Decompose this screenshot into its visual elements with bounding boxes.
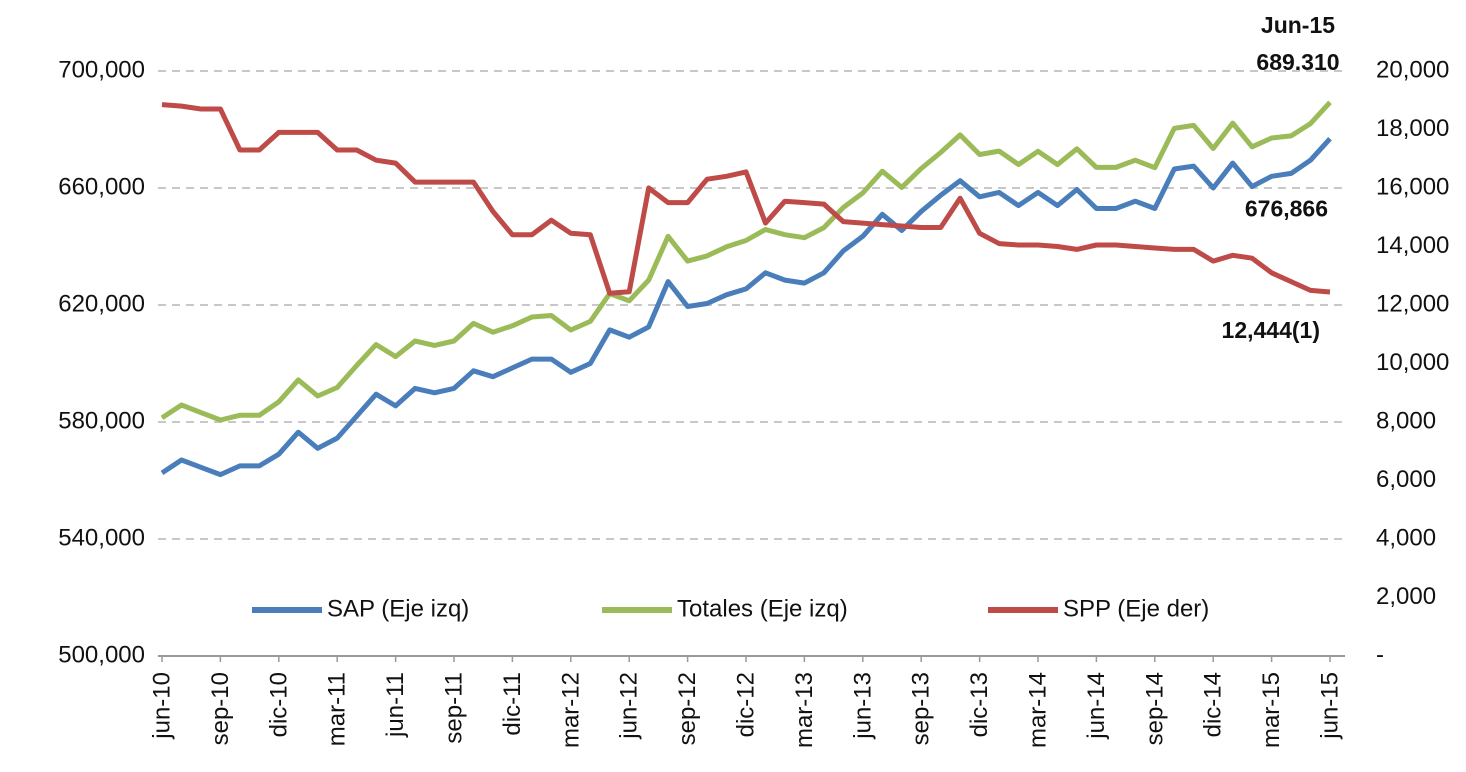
y2-tick-label: 6,000 <box>1376 466 1436 493</box>
y-tick-label: 540,000 <box>58 524 145 551</box>
annotation: Jun-15 <box>1261 12 1335 38</box>
x-tick-label: mar-12 <box>557 672 584 748</box>
legend-label: SAP (Eje izq) <box>327 595 469 622</box>
x-tick-label: mar-14 <box>1025 672 1052 748</box>
y2-tick-label: 14,000 <box>1376 232 1449 259</box>
y-tick-label: 660,000 <box>58 173 145 200</box>
y2-tick-label: 4,000 <box>1376 524 1436 551</box>
y2-tick-label: - <box>1376 641 1384 668</box>
x-tick-label: dic-10 <box>265 672 292 737</box>
y2-tick-label: 2,000 <box>1376 583 1436 610</box>
x-tick-label: dic-11 <box>499 672 526 736</box>
x-tick-label: jun-12 <box>616 672 643 740</box>
y-tick-label: 700,000 <box>58 56 145 83</box>
y2-tick-label: 12,000 <box>1376 290 1449 317</box>
x-tick-label: dic-14 <box>1200 672 1227 737</box>
x-tick-label: jun-14 <box>1083 672 1110 740</box>
x-tick-label: jun-13 <box>849 672 876 740</box>
legend-label: SPP (Eje der) <box>1063 595 1209 622</box>
data-label: 689.310 <box>1256 49 1339 75</box>
x-tick-label: dic-13 <box>966 672 993 737</box>
line-series <box>160 100 1332 423</box>
data-label: 12,444(1) <box>1222 317 1320 343</box>
x-tick-label: sep-12 <box>674 672 701 745</box>
x-tick-label: mar-11 <box>324 672 351 746</box>
y2-tick-label: 18,000 <box>1376 115 1449 142</box>
y-tick-label: 580,000 <box>58 407 145 434</box>
y2-tick-label: 16,000 <box>1376 173 1449 200</box>
y2-tick-label: 8,000 <box>1376 407 1436 434</box>
data-label: 676,866 <box>1245 196 1328 222</box>
x-tick-label: jun-10 <box>149 672 176 740</box>
x-tick-label: sep-14 <box>1141 672 1168 745</box>
x-tick-label: sep-13 <box>908 672 935 745</box>
legend-label: Totales (Eje izq) <box>677 595 848 622</box>
x-tick-label: mar-13 <box>791 672 818 748</box>
y2-tick-label: 20,000 <box>1376 56 1449 83</box>
x-tick-label: sep-11 <box>441 672 468 744</box>
y-tick-label: 620,000 <box>58 290 145 317</box>
x-tick-label: mar-15 <box>1258 672 1285 748</box>
y2-tick-label: 10,000 <box>1376 349 1449 376</box>
line-series <box>161 102 1331 296</box>
x-tick-label: jun-15 <box>1317 672 1344 740</box>
x-tick-label: dic-12 <box>733 672 760 737</box>
y-tick-label: 500,000 <box>58 641 145 668</box>
x-tick-label: jun-11 <box>382 672 409 738</box>
x-tick-label: sep-10 <box>207 672 234 745</box>
line-series <box>160 137 1332 478</box>
